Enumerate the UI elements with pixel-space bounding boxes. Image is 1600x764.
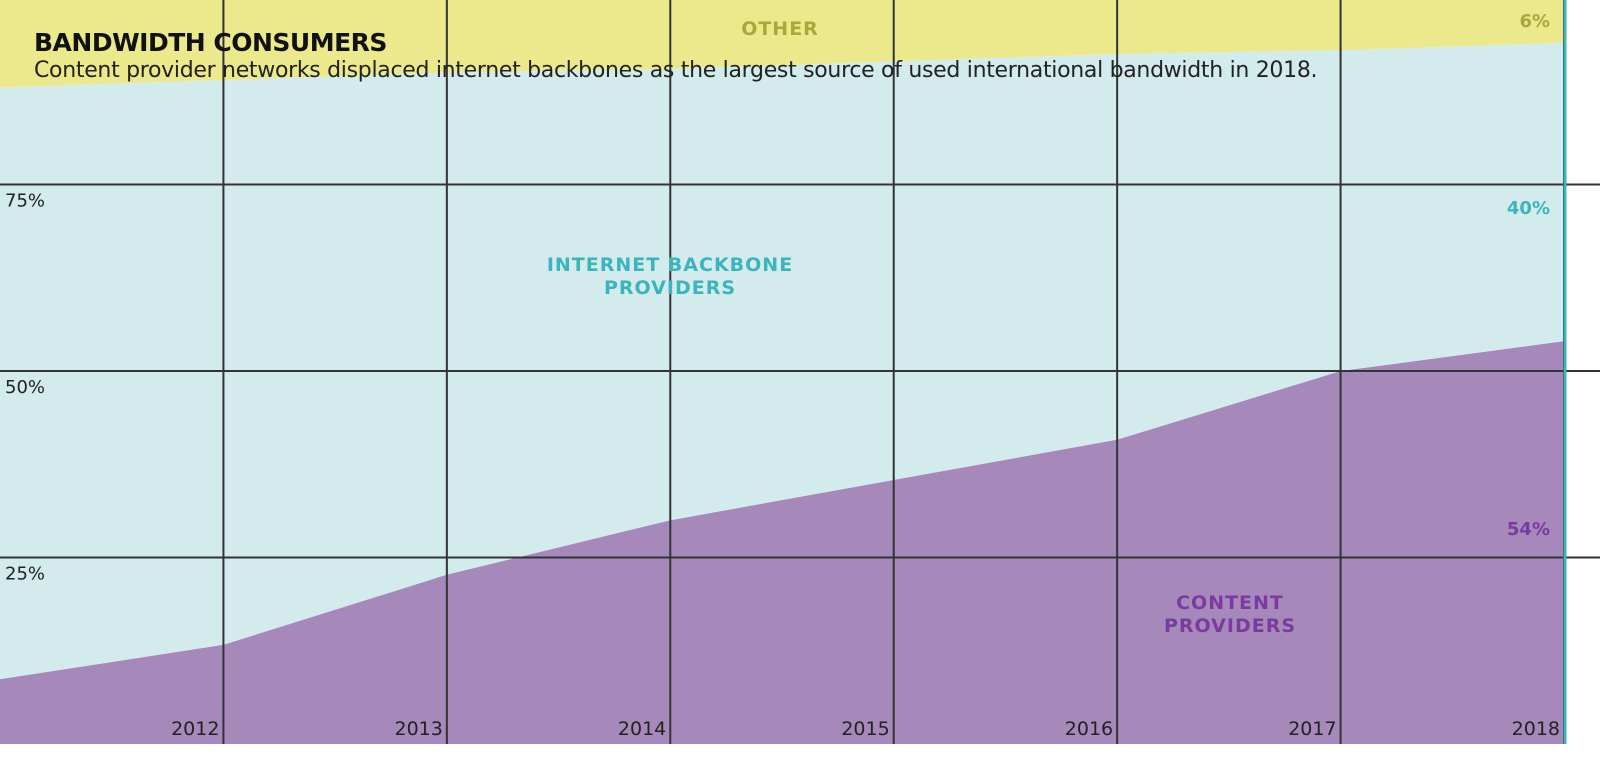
x-tick-label: 2013: [394, 718, 442, 740]
y-tick-label: 50%: [5, 377, 45, 398]
x-tick-label: 2016: [1065, 718, 1113, 740]
value-label: 40%: [1507, 198, 1550, 219]
area: [0, 341, 1564, 744]
series-label: INTERNET BACKBONE PROVIDERS: [546, 254, 794, 299]
y-tick-label: 25%: [5, 564, 45, 585]
x-tick-label: 2017: [1288, 718, 1336, 740]
x-tick-label: 2018: [1512, 718, 1560, 740]
area: [0, 0, 1564, 88]
chart-subtitle: Content provider networks displaced inte…: [34, 58, 1318, 83]
y-tick-label: 75%: [5, 191, 45, 212]
value-label: 6%: [1519, 11, 1550, 32]
x-tick-label: 2012: [171, 718, 219, 740]
chart-title: BANDWIDTH CONSUMERS: [34, 28, 387, 57]
series-label: OTHER: [741, 18, 819, 40]
value-label: 54%: [1507, 519, 1550, 540]
x-tick-label: 2014: [618, 718, 666, 740]
area: [0, 42, 1564, 680]
x-tick-label: 2015: [841, 718, 889, 740]
series-label: CONTENT PROVIDERS: [1163, 592, 1297, 637]
